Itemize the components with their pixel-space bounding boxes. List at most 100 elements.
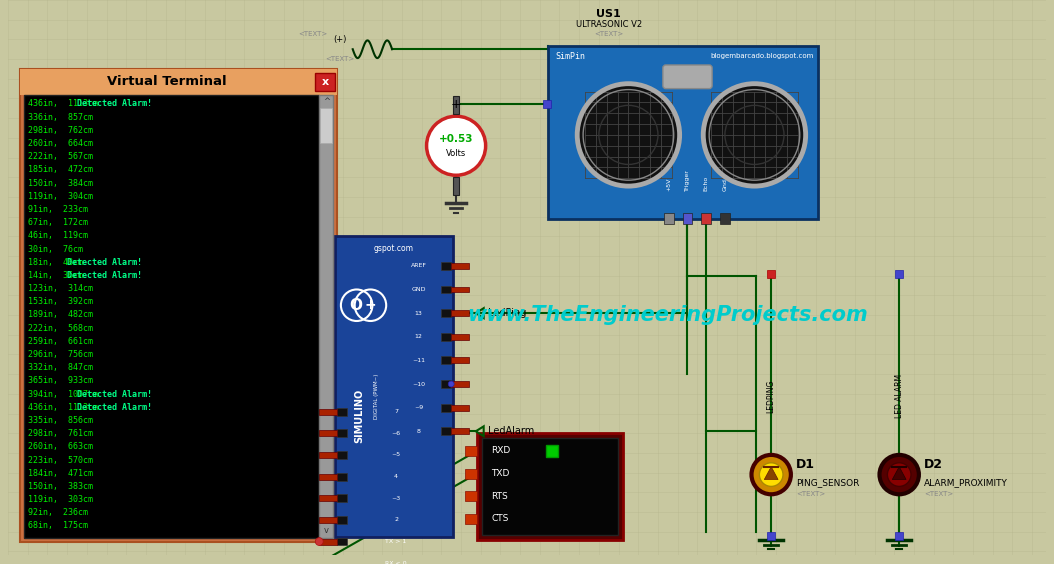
Text: 184in,  471cm: 184in, 471cm	[27, 469, 93, 478]
Text: 335in,  856cm: 335in, 856cm	[27, 416, 93, 425]
Text: v: v	[324, 526, 329, 535]
Text: D2: D2	[923, 459, 943, 472]
Bar	[442, 285, 451, 293]
Bar	[24, 95, 319, 537]
Text: SimPin: SimPin	[555, 52, 586, 60]
Text: 365in,  933cm: 365in, 933cm	[27, 376, 93, 385]
Bar	[683, 213, 692, 224]
Bar	[453, 96, 460, 114]
Text: Detected Alarm!: Detected Alarm!	[77, 390, 152, 399]
Bar	[337, 494, 347, 502]
Bar	[315, 73, 335, 91]
Text: blogembarcado.blogspot.com: blogembarcado.blogspot.com	[710, 53, 814, 59]
Bar	[451, 381, 469, 387]
Text: RXD: RXD	[491, 447, 511, 456]
Text: US1: US1	[597, 9, 621, 19]
Text: Detected Alarm!: Detected Alarm!	[66, 258, 141, 267]
Text: 153in,  392cm: 153in, 392cm	[27, 297, 93, 306]
Text: 296in,  756cm: 296in, 756cm	[27, 350, 93, 359]
Bar	[465, 491, 476, 501]
Polygon shape	[764, 467, 778, 479]
Bar	[453, 177, 460, 195]
Circle shape	[427, 116, 486, 175]
Bar	[319, 560, 337, 564]
Bar	[20, 69, 337, 95]
Bar	[319, 474, 337, 479]
Circle shape	[752, 455, 790, 494]
Text: 394in,  1007cm: 394in, 1007cm	[27, 390, 98, 399]
Bar	[767, 270, 775, 277]
Text: Gnd: Gnd	[722, 178, 727, 191]
Text: LedAlarm: LedAlarm	[488, 426, 534, 437]
Text: LedPing: LedPing	[488, 308, 526, 318]
Bar	[546, 445, 558, 457]
Text: ~3: ~3	[391, 496, 401, 501]
Text: www.TheEngineeringProjects.com: www.TheEngineeringProjects.com	[467, 305, 868, 325]
Text: 119in,  304cm: 119in, 304cm	[27, 192, 93, 201]
Text: GND: GND	[411, 287, 426, 292]
Text: TX > 1: TX > 1	[386, 539, 407, 544]
Text: 436in,  1113cm: 436in, 1113cm	[27, 99, 98, 108]
Bar	[451, 334, 469, 340]
Bar	[319, 409, 337, 415]
Bar	[548, 46, 819, 219]
Text: (+): (+)	[333, 35, 347, 44]
Bar	[442, 404, 451, 412]
Bar	[476, 433, 623, 540]
Circle shape	[315, 537, 324, 545]
Text: 68in,  175cm: 68in, 175cm	[27, 522, 87, 531]
Bar	[442, 333, 451, 341]
Bar	[451, 310, 469, 316]
Text: ~10: ~10	[412, 381, 425, 386]
Text: 298in,  761cm: 298in, 761cm	[27, 429, 93, 438]
Text: 8: 8	[416, 429, 421, 434]
Bar	[337, 473, 347, 481]
Text: 298in,  762cm: 298in, 762cm	[27, 126, 93, 135]
Text: 14in,  36cm: 14in, 36cm	[27, 271, 83, 280]
Bar	[337, 537, 347, 545]
Text: TXD: TXD	[491, 469, 510, 478]
Bar	[451, 263, 469, 269]
Text: 150in,  384cm: 150in, 384cm	[27, 179, 93, 188]
Bar	[664, 213, 674, 224]
Bar	[319, 495, 337, 501]
Bar	[465, 446, 476, 456]
Polygon shape	[893, 467, 906, 479]
Bar	[442, 380, 451, 388]
Bar	[320, 108, 332, 143]
FancyBboxPatch shape	[663, 65, 713, 89]
Text: +: +	[451, 98, 462, 111]
Text: <TEXT>: <TEXT>	[796, 491, 825, 497]
Text: Detected Alarm!: Detected Alarm!	[66, 271, 141, 280]
Text: Virtual Terminal: Virtual Terminal	[106, 75, 227, 88]
Circle shape	[879, 455, 919, 494]
Bar	[337, 429, 347, 437]
Circle shape	[759, 463, 783, 486]
Text: 260in,  664cm: 260in, 664cm	[27, 139, 93, 148]
Text: LEDPING: LEDPING	[766, 379, 776, 412]
Text: 259in,  661cm: 259in, 661cm	[27, 337, 93, 346]
Bar	[451, 358, 469, 363]
Bar	[442, 309, 451, 317]
Text: 436in,  1113cm: 436in, 1113cm	[27, 403, 98, 412]
Text: 336in,  857cm: 336in, 857cm	[27, 113, 93, 122]
Text: 46in,  119cm: 46in, 119cm	[27, 231, 87, 240]
Bar	[895, 270, 903, 277]
Text: ~6: ~6	[391, 431, 401, 436]
Text: 222in,  567cm: 222in, 567cm	[27, 152, 93, 161]
Text: SIMULINO: SIMULINO	[354, 389, 365, 443]
Bar	[451, 287, 469, 293]
Text: x: x	[321, 77, 329, 87]
Bar	[319, 452, 337, 458]
Bar	[543, 100, 550, 108]
Text: AREF: AREF	[411, 263, 427, 268]
Text: RTS: RTS	[491, 492, 508, 501]
Bar	[465, 469, 476, 478]
Text: D1: D1	[796, 459, 815, 472]
Bar	[337, 516, 347, 524]
Bar	[442, 356, 451, 364]
Text: ^: ^	[323, 97, 330, 106]
Text: ALARM_PROXIMITY: ALARM_PROXIMITY	[923, 478, 1008, 487]
Text: 189in,  482cm: 189in, 482cm	[27, 310, 93, 319]
Text: ULTRASONIC V2: ULTRASONIC V2	[575, 20, 642, 29]
